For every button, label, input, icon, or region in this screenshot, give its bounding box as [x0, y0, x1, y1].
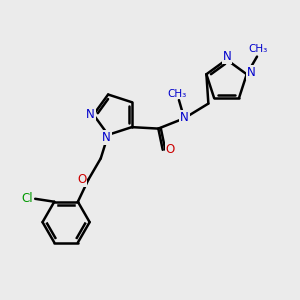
Text: CH₃: CH₃	[168, 88, 187, 99]
Text: N: N	[180, 111, 189, 124]
Text: N: N	[86, 108, 95, 121]
Text: O: O	[166, 143, 175, 156]
Text: O: O	[77, 173, 86, 186]
Text: N: N	[247, 66, 256, 79]
Text: Cl: Cl	[21, 192, 33, 205]
Text: N: N	[102, 131, 111, 144]
Text: CH₃: CH₃	[249, 44, 268, 54]
Text: N: N	[223, 50, 232, 63]
